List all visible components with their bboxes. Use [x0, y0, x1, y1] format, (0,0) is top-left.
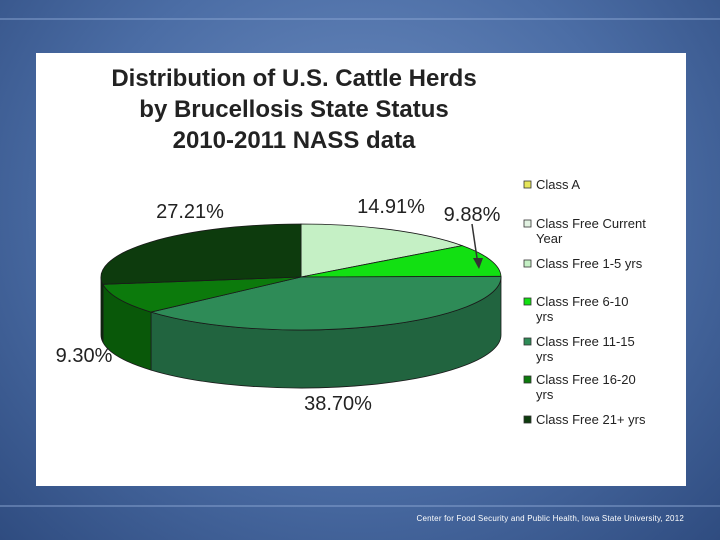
data-label: 14.91% — [357, 196, 425, 218]
legend-swatch — [523, 415, 532, 424]
legend-label: yrs — [536, 349, 554, 364]
pie-slice-class-free-16-20-yrs — [102, 276, 302, 313]
data-label: 38.70% — [304, 393, 372, 415]
legend-label: yrs — [536, 387, 554, 402]
legend-label: Class Free 1-5 yrs — [536, 256, 643, 271]
legend-swatch — [523, 337, 532, 346]
pie-slice-class-free-6-10-yrs — [300, 245, 502, 278]
footer-credit: Center for Food Security and Public Heal… — [416, 514, 684, 523]
pie-slice-class-free-1-5-yrs — [300, 223, 464, 278]
legend-label: yrs — [536, 309, 554, 324]
legend-swatch — [523, 375, 532, 384]
legend-label: Class A — [536, 177, 580, 192]
legend-swatch — [523, 259, 532, 268]
legend-swatch — [523, 180, 532, 189]
background-line — [0, 18, 720, 20]
data-label: 9.30% — [56, 345, 113, 367]
background-line — [0, 505, 720, 507]
chart-title: Distribution of U.S. Cattle Herds by Bru… — [111, 65, 477, 154]
data-label: 9.88% — [444, 204, 501, 226]
legend-label: Class Free 16-20 — [536, 372, 636, 387]
pie-side-class-free-21-yrs — [100, 276, 104, 343]
pie-slice-class-free-21-yrs — [100, 223, 302, 285]
legend-label: Class Free 11-15 — [536, 334, 635, 349]
legend-label: Year — [536, 231, 563, 246]
chart-panel: Distribution of U.S. Cattle Herds by Bru… — [36, 53, 686, 486]
pie-chart: 14.91% 9.88% 38.70% 9.30% 27.21% Class A Class… — [56, 177, 647, 427]
data-label: 27.21% — [156, 201, 224, 223]
pie-slice-class-free-11-15-yrs — [149, 275, 502, 331]
legend-label: Class Free 21+ yrs — [536, 412, 646, 427]
legend-swatch — [523, 219, 532, 228]
callout-arrow-head — [473, 258, 483, 269]
legend-label: Class Free 6-10 — [536, 294, 628, 309]
legend-swatch — [523, 297, 532, 306]
legend-label: Class Free Current — [536, 216, 646, 231]
